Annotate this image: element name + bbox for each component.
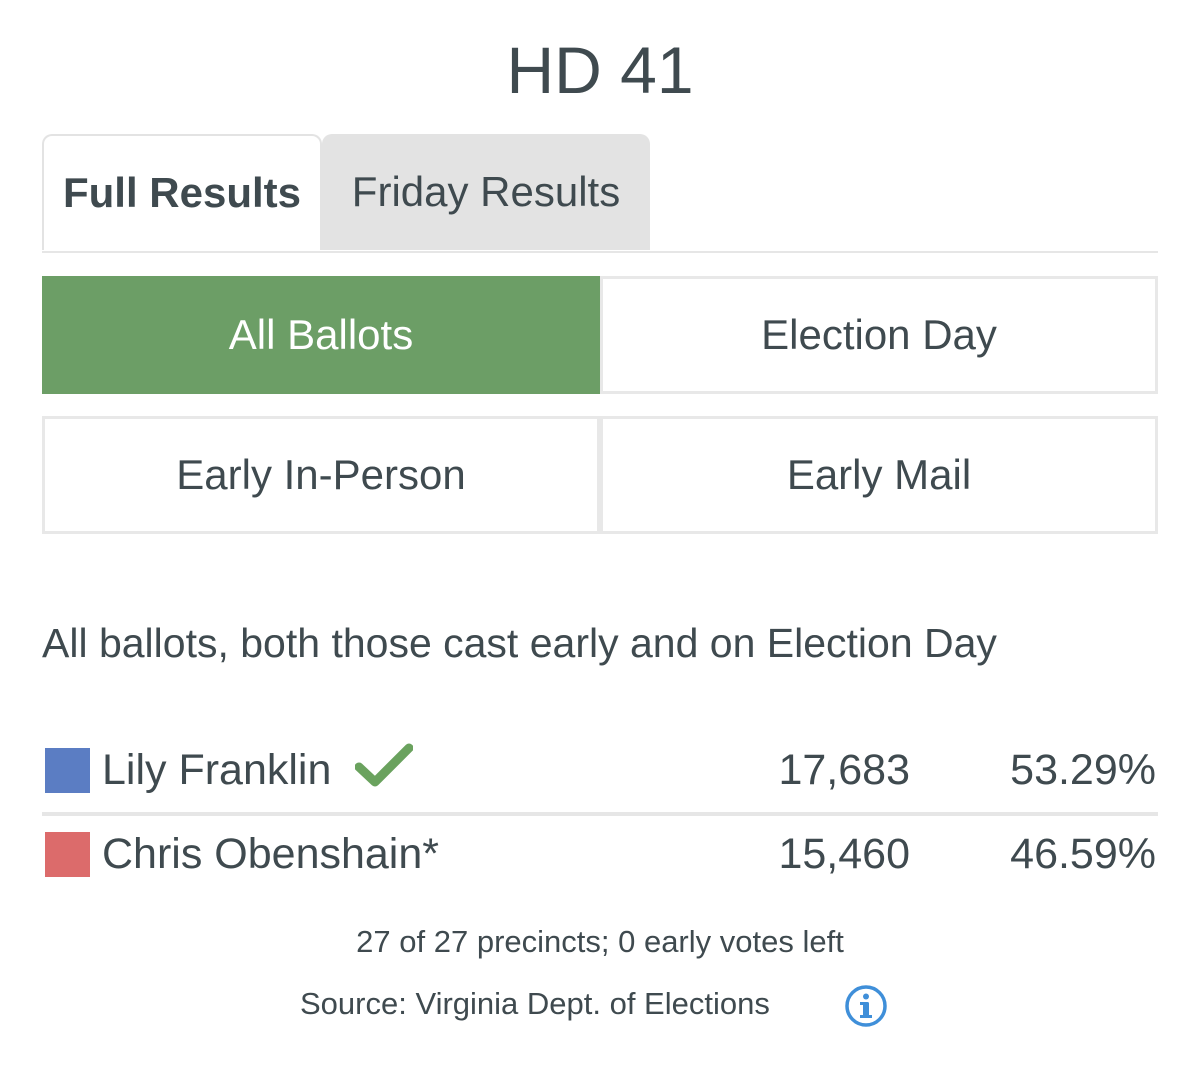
- page-title: HD 41: [506, 33, 694, 107]
- filter-election-day-button[interactable]: Election Day: [600, 276, 1158, 394]
- candidate-name-container: Lily Franklin: [102, 738, 414, 805]
- tab-full-results[interactable]: Full Results: [42, 134, 322, 250]
- candidate-percent: 53.29%: [1010, 746, 1156, 794]
- candidate-color-swatch: [45, 832, 90, 877]
- candidate-name: Lily Franklin: [102, 746, 332, 794]
- tabs-divider: [42, 251, 1158, 253]
- candidate-name: Chris Obenshain*: [102, 830, 440, 878]
- results-tabs: Full Results Friday Results: [42, 134, 1158, 252]
- candidate-color-swatch: [45, 748, 90, 793]
- row-divider: [42, 812, 1158, 816]
- candidate-percent: 46.59%: [1010, 830, 1156, 878]
- info-icon[interactable]: [844, 984, 888, 1033]
- precincts-reporting: 27 of 27 precincts; 0 early votes left: [356, 924, 844, 959]
- filter-early-in-person-button[interactable]: Early In-Person: [42, 416, 600, 534]
- candidate-row: Chris Obenshain* 15,460 46.59%: [42, 822, 1158, 886]
- source-text: Source: Virginia Dept. of Elections: [300, 986, 770, 1021]
- filter-description: All ballots, both those cast early and o…: [42, 620, 997, 666]
- candidate-votes: 15,460: [778, 830, 910, 878]
- checkmark-icon: [354, 741, 414, 805]
- tab-friday-results[interactable]: Friday Results: [322, 134, 650, 250]
- candidate-votes: 17,683: [778, 746, 910, 794]
- filter-early-mail-button[interactable]: Early Mail: [600, 416, 1158, 534]
- candidate-row: Lily Franklin 17,683 53.29%: [42, 738, 1158, 802]
- filter-all-ballots-button[interactable]: All Ballots: [42, 276, 600, 394]
